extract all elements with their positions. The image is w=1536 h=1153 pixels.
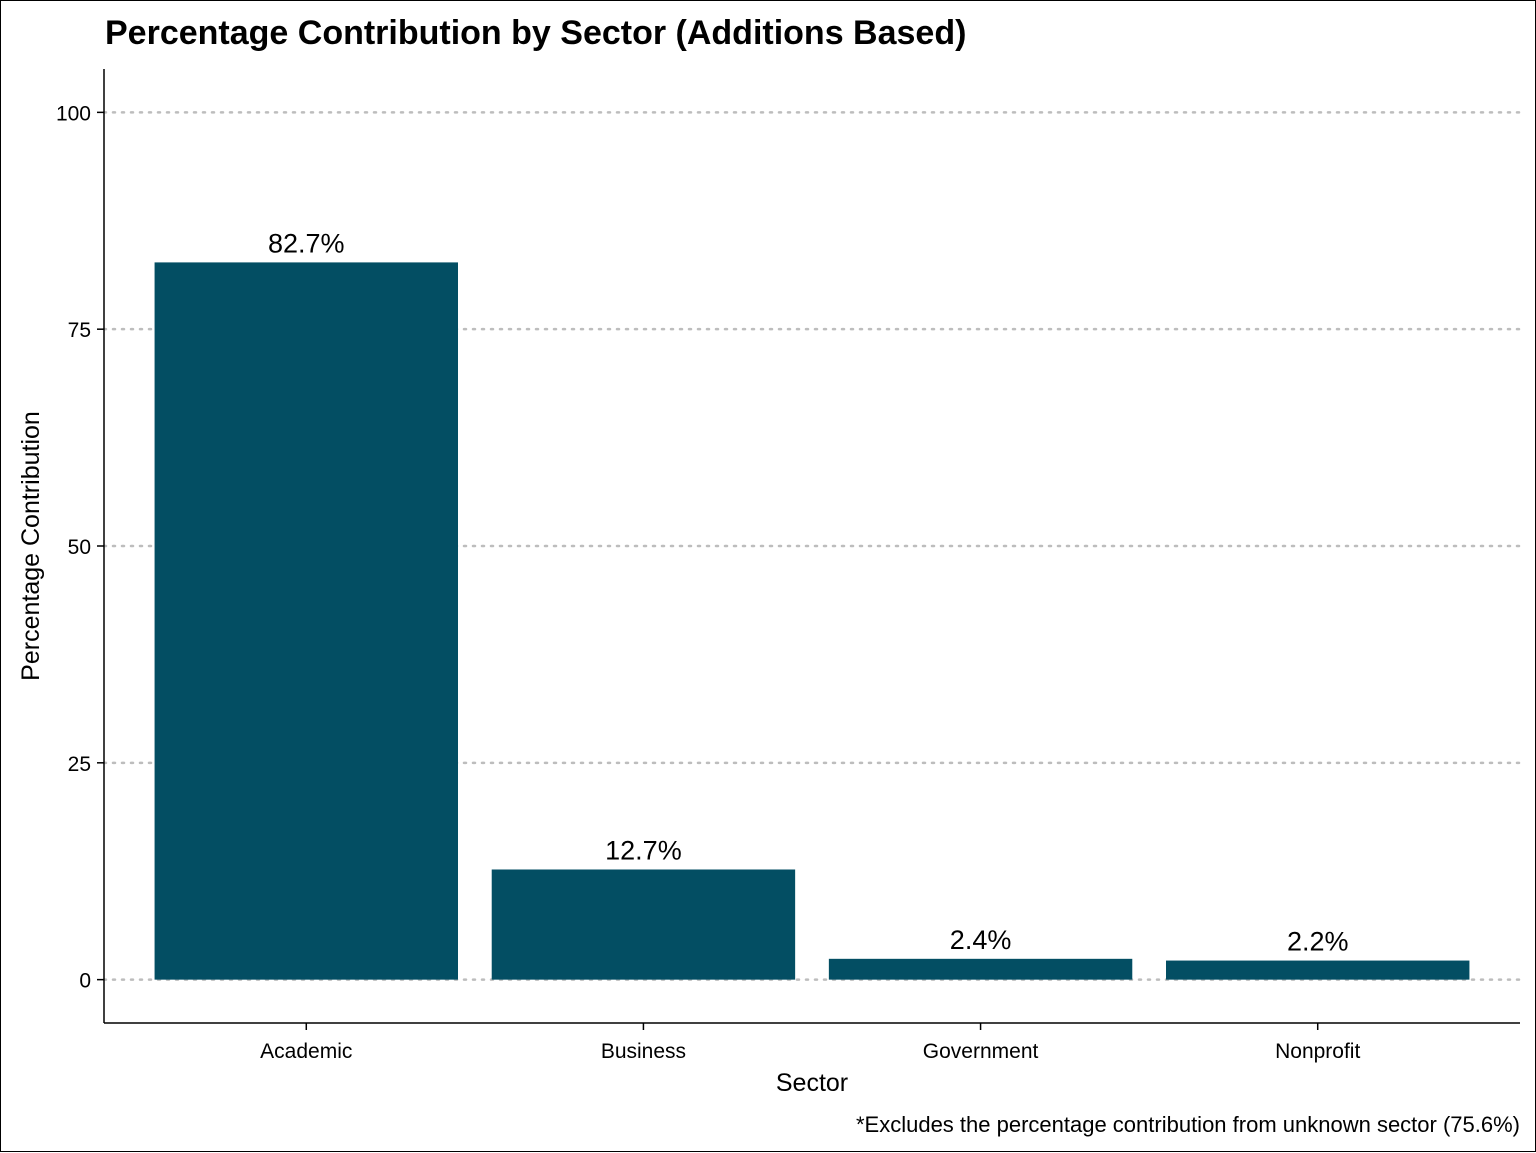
y-axis-ticks: 0 25 50 75 100 bbox=[56, 102, 104, 993]
x-tick-label-nonprofit: Nonprofit bbox=[1275, 1040, 1360, 1063]
bar-nonprofit bbox=[1166, 960, 1470, 980]
x-tick-label-government: Government bbox=[923, 1040, 1039, 1063]
bar-academic bbox=[154, 262, 459, 980]
y-axis-title: Percentage Contribution bbox=[17, 411, 45, 681]
x-axis-title: Sector bbox=[776, 1069, 848, 1097]
data-label-business: 12.7% bbox=[605, 835, 682, 865]
y-tick-label-50: 50 bbox=[68, 536, 91, 559]
data-label-government: 2.4% bbox=[950, 925, 1012, 955]
bars bbox=[154, 262, 1470, 980]
x-tick-label-academic: Academic bbox=[260, 1040, 352, 1063]
chart-title: Percentage Contribution by Sector (Addit… bbox=[105, 14, 966, 52]
bar-government bbox=[828, 958, 1133, 980]
chart-caption: *Excludes the percentage contribution fr… bbox=[856, 1112, 1520, 1137]
y-tick-label-25: 25 bbox=[68, 753, 91, 776]
y-tick-label-75: 75 bbox=[68, 319, 91, 342]
y-tick-label-100: 100 bbox=[56, 102, 91, 125]
x-tick-label-business: Business bbox=[601, 1040, 686, 1063]
data-label-academic: 82.7% bbox=[268, 228, 345, 258]
y-tick-label-0: 0 bbox=[79, 970, 91, 993]
bar-data-labels: 82.7% 12.7% 2.4% 2.2% bbox=[268, 228, 1348, 956]
x-axis-ticks: Academic Business Government Nonprofit bbox=[260, 1023, 1360, 1063]
bar-business bbox=[491, 869, 796, 980]
data-label-nonprofit: 2.2% bbox=[1287, 927, 1349, 957]
